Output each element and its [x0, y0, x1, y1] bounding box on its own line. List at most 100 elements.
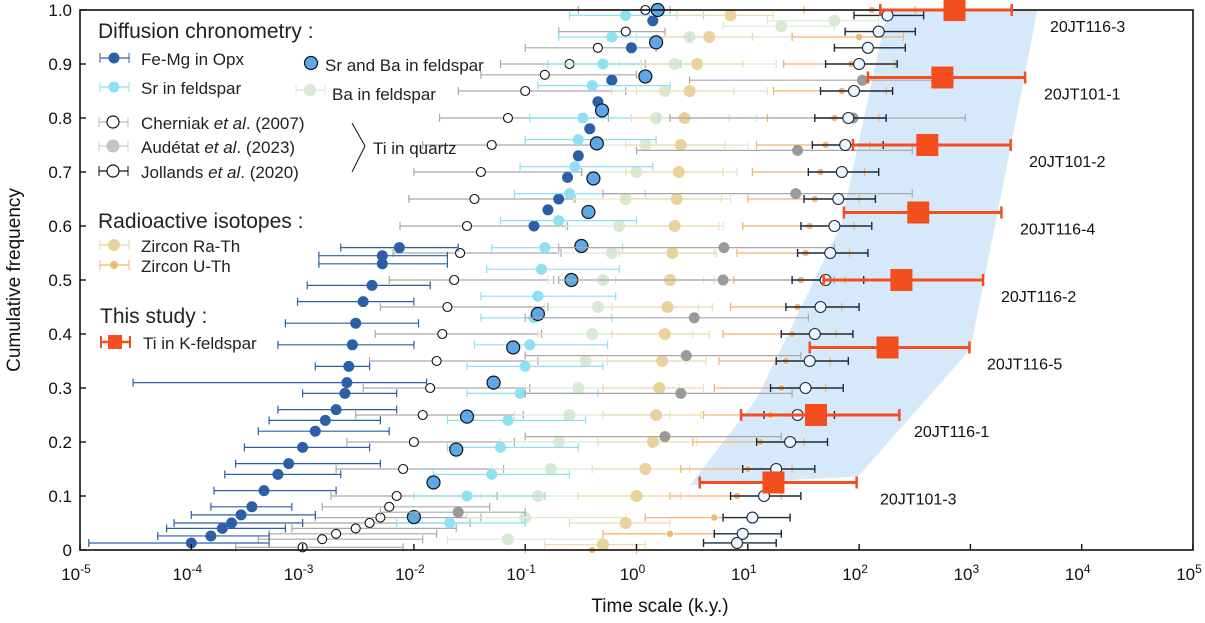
y-tick-label: 0.8 [48, 109, 72, 128]
cherniak-point [442, 301, 453, 313]
sample-label: 20JT101-3 [880, 492, 957, 509]
cherniak-point [364, 517, 375, 529]
sr-point [444, 517, 456, 529]
legend-item-cherniak: Cherniak et al. (2007) [98, 114, 305, 133]
legend-bracket [351, 122, 366, 173]
ra_th-point [670, 193, 683, 205]
ra_th-point [658, 328, 671, 340]
fe_mg-point [572, 150, 584, 162]
sr_ba-point [648, 35, 664, 50]
legend-item-u-th: Zircon U-Th [99, 257, 231, 276]
x-tick-label: 105 [1176, 562, 1202, 584]
fe_mg-point [319, 414, 331, 426]
jollands-point [803, 354, 816, 368]
x-tick-label: 100 [620, 562, 646, 584]
sample-20JT101-3: 20JT101-3 [698, 471, 957, 509]
fe_mg-point [542, 204, 554, 216]
legend-item-ba: Ba in feldspar [295, 84, 436, 104]
ba-point [579, 355, 592, 367]
y-tick-label: 0.3 [48, 379, 72, 398]
sample-label: 20JT116-2 [1001, 289, 1076, 306]
y-axis-title: Cumulative frequency [4, 188, 25, 372]
cherniak-point [317, 534, 328, 545]
fe_mg-point [205, 530, 217, 542]
sample-marker [931, 66, 954, 89]
sr-point [524, 339, 536, 351]
legend-label-ra-th: Zircon Ra-Th [141, 237, 240, 256]
legend-item-audetat: Audétat et al. (2023) [98, 138, 295, 157]
x-axis-title: Time scale (k.y.) [591, 596, 728, 617]
fe_mg-point [376, 250, 388, 262]
this-study-layer: 20JT116-3 20JT101-1 20JT101-2 20JT116-4 20JT… [698, 0, 1125, 509]
legend-item-fe-mg: Fe-Mg in Opx [99, 50, 244, 69]
audetat-point [790, 188, 802, 200]
audetat-point [856, 74, 868, 86]
sample-marker [762, 471, 785, 494]
legend-marker-u-th [110, 261, 118, 269]
shaded-range-area [689, 10, 1038, 486]
ba-point [775, 20, 788, 33]
cherniak-point [620, 26, 631, 37]
ba-point [586, 328, 599, 340]
jollands-point [730, 536, 744, 550]
ra_th-point [672, 166, 685, 178]
sr-point [502, 414, 514, 426]
ra_th-point [639, 463, 652, 475]
fe_mg-point [350, 317, 362, 329]
cherniak-point [437, 328, 448, 340]
sr_ba-point [406, 509, 421, 525]
ba-point [591, 301, 604, 313]
u_th-point [666, 529, 674, 538]
legend-item-sr: Sr in feldspar [99, 79, 241, 98]
sr-point [461, 490, 473, 502]
ra_th-point [646, 436, 659, 448]
sr_ba-point [426, 475, 441, 490]
legend-marker-sr-ba [303, 55, 319, 71]
fe_mg-point [376, 258, 388, 270]
sr-point [539, 242, 551, 254]
sr_ba-point [574, 238, 589, 254]
cherniak-point [486, 139, 497, 151]
fe_mg-point [584, 123, 596, 135]
ra_th-point [683, 85, 696, 97]
fe_mg-point [297, 441, 309, 453]
x-tick-label: 10-4 [173, 562, 203, 584]
sample-marker [890, 269, 913, 291]
fe_mg-point [366, 279, 378, 291]
fe_mg-point [235, 509, 247, 521]
legend: Diffusion chronometry : Fe-Mg in Opx Sr … [98, 20, 484, 353]
cherniak-point [539, 69, 550, 80]
cherniak-point [398, 463, 409, 475]
ra_th-point [724, 9, 737, 22]
jollands-point [842, 111, 855, 125]
jollands-point [814, 300, 827, 314]
sr_ba-point [459, 409, 475, 424]
data-layer [88, 2, 966, 554]
sample-marker [876, 336, 899, 359]
fe_mg-point [606, 74, 618, 86]
sr-point [577, 112, 589, 124]
jollands-point [872, 25, 885, 38]
cherniak-point [475, 166, 486, 178]
fe_mg-point [647, 15, 659, 27]
sr_ba-point [530, 306, 545, 322]
jollands-point [736, 527, 749, 540]
sr-point [586, 80, 598, 92]
fe_mg-point [226, 517, 238, 529]
ra_th-point [596, 538, 609, 551]
legend-heading-diffusion: Diffusion chronometry : [98, 20, 314, 43]
fe_mg-point [343, 360, 355, 372]
sample-label: 20JT116-4 [1020, 222, 1095, 239]
fe_mg-point [346, 339, 358, 351]
sr-point [553, 215, 565, 227]
x-tick-label: 10-3 [284, 562, 314, 584]
ba-point [501, 533, 514, 546]
fe_mg-point [357, 296, 369, 308]
sr_ba-point [638, 69, 653, 84]
shaded-range-layer [689, 10, 1038, 486]
y-tick-label: 0.6 [48, 217, 72, 236]
cherniak-point [592, 42, 603, 53]
cherniak-point [461, 220, 473, 232]
x-tick-label: 102 [842, 562, 868, 584]
cherniak-point [384, 501, 395, 512]
